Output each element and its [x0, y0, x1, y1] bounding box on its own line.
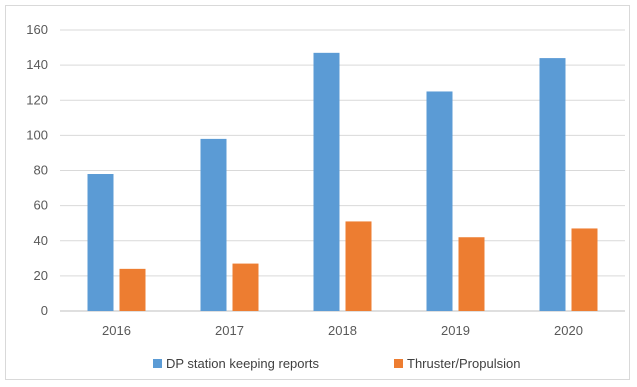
bars: [87, 52, 598, 312]
y-tick-label: 100: [26, 127, 48, 142]
bar-thruster-propulsion-2020: [571, 228, 598, 311]
bar-dp-station-keeping-2016: [87, 174, 114, 311]
x-tick-label: 2019: [441, 323, 470, 338]
y-tick-label: 20: [34, 268, 48, 283]
y-tick-label: 40: [34, 233, 48, 248]
bar-dp-station-keeping-2019: [426, 91, 453, 311]
bar-thruster-propulsion-2019: [458, 237, 485, 311]
x-tick-label: 2017: [215, 323, 244, 338]
bar-dp-station-keeping-2020: [539, 58, 566, 311]
x-tick-label: 2016: [102, 323, 131, 338]
legend: DP station keeping reports Thruster/Propu…: [153, 356, 520, 371]
bar-thruster-propulsion-2018: [345, 221, 372, 311]
y-tick-label: 120: [26, 92, 48, 107]
legend-label: DP station keeping reports: [166, 356, 319, 371]
bar-dp-station-keeping-2017: [200, 138, 227, 311]
y-tick-label: 0: [41, 303, 48, 318]
x-axis-ticks: 2016 2017 2018 2019 2020: [102, 323, 583, 338]
y-tick-label: 160: [26, 22, 48, 37]
gridlines: [60, 29, 625, 312]
bar-thruster-propulsion-2016: [119, 268, 146, 311]
legend-swatch: [394, 359, 403, 368]
bar-dp-station-keeping-2018: [313, 52, 340, 312]
bar-thruster-propulsion-2017: [232, 263, 259, 311]
x-tick-label: 2018: [328, 323, 357, 338]
legend-swatch: [153, 359, 162, 368]
legend-label: Thruster/Propulsion: [407, 356, 520, 371]
x-tick-label: 2020: [554, 323, 583, 338]
y-tick-label: 60: [34, 198, 48, 213]
y-tick-label: 140: [26, 57, 48, 72]
y-tick-label: 80: [34, 163, 48, 178]
y-axis-ticks: 0 20 40 60 80 100 120 140 160: [26, 22, 48, 318]
